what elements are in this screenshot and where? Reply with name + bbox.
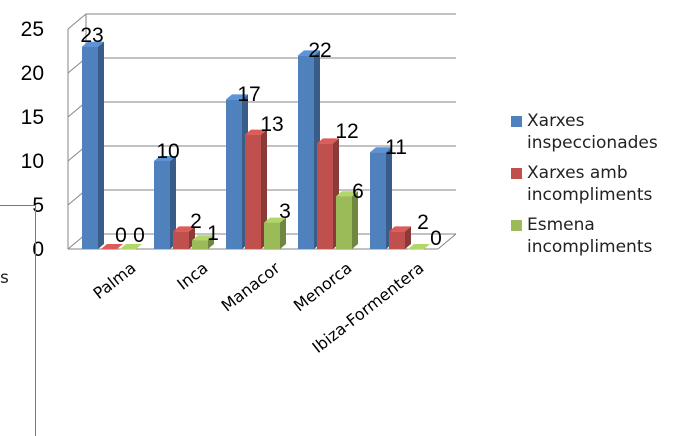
data-label: 0 [133,224,145,247]
bar [245,134,261,249]
y-tick-label: 10 [21,150,44,173]
bar-top [101,244,123,249]
chart-gridlines [67,13,456,250]
data-label: 10 [156,140,179,163]
bar-side [208,235,214,249]
y-tick-label: 0 [32,238,44,261]
bar-side [386,147,392,249]
data-label: 22 [308,39,331,62]
frame-border-top [0,205,35,206]
data-label: 3 [279,200,291,223]
legend-item: Xarxes amb incompliments [511,162,695,206]
chart-bars [82,41,430,250]
bar-side [261,129,267,249]
bar-top [173,226,195,232]
bar-top [82,41,104,47]
bar [317,143,333,249]
frame-border-right [35,205,36,436]
data-label: 11 [385,136,407,159]
legend-item: Xarxes inspeccionades [511,110,695,154]
bar-side [98,41,104,249]
bar [336,196,352,249]
x-tick-label: Palma [89,258,139,303]
clipped-side-text: s [0,268,9,288]
x-tick-label: Inca [173,258,211,294]
y-tick-label: 20 [21,62,44,85]
bar-top [389,226,411,232]
bar-top [245,129,267,135]
bar [154,161,170,249]
data-label: 2 [190,210,202,233]
x-tick-label: Menorca [290,258,356,315]
y-tick-label: 25 [21,18,44,41]
bar-top [408,244,430,249]
bar [173,231,189,249]
bar [298,55,314,250]
bar [120,249,136,250]
legend-label: Xarxes amb incompliments [527,163,653,205]
bar [82,46,98,249]
bar [264,222,280,249]
data-label: 2 [417,211,429,234]
bar [408,249,424,250]
bar [101,249,117,250]
data-label: 0 [430,227,442,250]
bar-side [405,226,411,249]
bar-top [336,191,358,197]
chart-legend: Xarxes inspeccionades Xarxes amb incompl… [511,110,695,266]
bar [226,99,242,250]
legend-swatch [511,168,522,179]
bar-top [154,156,176,161]
bar [389,231,405,249]
x-axis-depth [437,233,457,250]
legend-label: Esmena incompliments [527,215,653,257]
y-tick-label: 15 [21,106,44,129]
y-axis-ticks: 0 5 10 15 20 25 [21,18,44,261]
bar-top [226,94,248,100]
legend-swatch [511,220,522,231]
data-label: 6 [352,180,364,203]
bar-top [120,244,142,249]
data-label: 17 [237,83,260,106]
gridline-depth [67,13,87,30]
legend-swatch [511,116,522,127]
y-tick-label: 5 [32,194,44,217]
data-label: 0 [115,224,127,247]
bar-side [352,191,358,249]
legend-label: Xarxes inspeccionades [527,111,658,153]
bar-top [370,147,392,153]
bar [192,240,208,249]
bar-top [317,138,339,144]
bar-side [170,156,176,249]
legend-item: Esmena incompliments [511,214,695,258]
bar-top [298,50,320,56]
x-tick-label: Manacor [218,258,284,316]
bar-side [280,217,286,249]
bar-top [192,235,214,241]
bar [370,152,386,249]
data-label: 1 [207,222,219,245]
data-label: 12 [335,120,358,143]
bar-top [264,217,286,223]
data-label: 13 [260,113,283,136]
data-label: 23 [80,24,103,47]
